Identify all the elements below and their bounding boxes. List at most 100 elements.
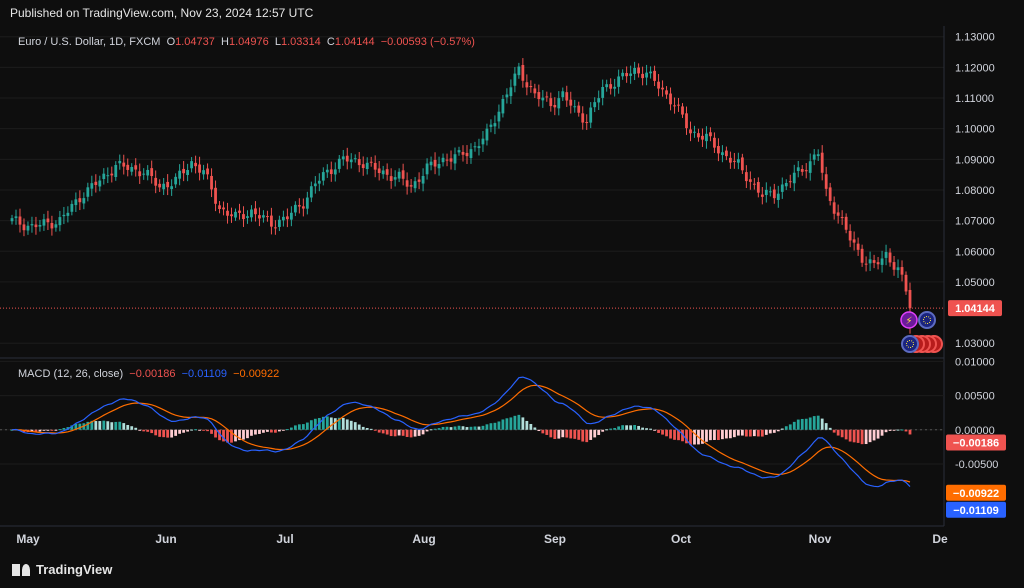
price-axis-tick-label: 1.06000 xyxy=(955,246,995,258)
candle-body xyxy=(18,216,22,225)
candle-body xyxy=(896,267,900,271)
candle-body xyxy=(82,198,86,204)
macd-histogram-bar xyxy=(74,423,78,430)
macd-histogram-bar xyxy=(721,429,724,440)
candle-body xyxy=(752,183,756,185)
macd-histogram-bar xyxy=(373,429,377,431)
candle-body xyxy=(365,162,369,170)
candle-body xyxy=(605,84,609,88)
macd-histogram-bar xyxy=(46,429,50,431)
published-caption: Published on TradingView.com, Nov 23, 20… xyxy=(10,6,314,20)
candle-body xyxy=(593,102,597,108)
price-axis-tick-label: 1.13000 xyxy=(955,32,995,44)
candle-body xyxy=(517,66,521,76)
candle-body xyxy=(485,128,489,141)
macd-signal-line xyxy=(11,384,911,483)
candle-body xyxy=(198,164,201,173)
macd-histogram-bar xyxy=(868,429,872,443)
candle-body xyxy=(561,91,565,98)
macd-histogram-bar xyxy=(669,429,672,439)
macd-histogram-bar xyxy=(677,429,680,441)
candle-body xyxy=(573,106,577,108)
candle-body xyxy=(38,225,42,227)
macd-histogram-bar xyxy=(872,429,876,441)
macd-histogram-bar xyxy=(705,429,708,442)
candle-body xyxy=(565,92,569,101)
candle-body xyxy=(812,154,816,160)
time-axis-tick-label: Jun xyxy=(155,532,176,546)
open-value: 1.04737 xyxy=(175,36,215,48)
macd-histogram-bar xyxy=(477,426,481,430)
macd-histogram-bar xyxy=(297,424,301,430)
macd-histogram-bar xyxy=(752,429,756,437)
candle-body xyxy=(126,164,130,170)
candle-body xyxy=(110,173,114,176)
macd-histogram-bar xyxy=(621,425,625,430)
candle-body xyxy=(429,161,433,166)
candle-body xyxy=(421,175,425,184)
macd-histogram-bar xyxy=(50,429,54,431)
macd-histogram-bar xyxy=(425,429,429,432)
macd-histogram-bar xyxy=(625,425,629,430)
macd-histogram-bar xyxy=(309,420,313,430)
candle-body xyxy=(780,184,784,192)
time-axis-tick-label: Oct xyxy=(671,532,691,546)
macd-histogram-bar xyxy=(617,426,621,430)
high-value: 1.04976 xyxy=(228,36,269,48)
macd-histogram-bar xyxy=(357,424,361,430)
macd-histogram-bar xyxy=(341,417,345,430)
macd-histogram-bar xyxy=(250,429,253,436)
macd-histogram-bar xyxy=(449,427,453,430)
macd-histogram-bar xyxy=(325,416,329,430)
macd-histogram-bar xyxy=(856,429,860,443)
candle-body xyxy=(313,183,317,187)
candle-body xyxy=(764,189,768,196)
macd-histogram-bar xyxy=(525,420,529,430)
macd-histogram-bar xyxy=(293,425,297,430)
candle-body xyxy=(840,217,844,219)
candle-body xyxy=(385,169,389,175)
eu-flag-stars xyxy=(923,316,931,324)
candle-body xyxy=(361,164,365,169)
price-axis-tick-label: 1.09000 xyxy=(955,154,995,166)
price-axis-tick-label: 1.11000 xyxy=(955,93,994,105)
tradingview-logo[interactable]: TradingView xyxy=(12,562,112,577)
macd-histogram-bar xyxy=(876,429,880,439)
macd-line xyxy=(11,376,911,488)
macd-histogram-bar xyxy=(194,429,197,431)
macd-histogram-bar xyxy=(349,420,353,430)
candle-body xyxy=(166,181,170,188)
macd-histogram-bar xyxy=(445,426,449,430)
candle-body xyxy=(258,215,261,219)
candle-body xyxy=(353,158,357,160)
candle-body xyxy=(685,113,688,129)
candle-body xyxy=(337,158,341,169)
candle-body xyxy=(633,67,637,74)
candle-body xyxy=(537,92,541,100)
macd-histogram-bar xyxy=(162,429,166,438)
macd-histogram-bar xyxy=(808,417,812,430)
candle-body xyxy=(709,132,712,137)
candle-body xyxy=(246,216,249,218)
macd-histogram-bar xyxy=(441,426,445,430)
macd-histogram-bar xyxy=(437,428,441,430)
macd-histogram-bar xyxy=(98,421,102,430)
candle-body xyxy=(533,88,537,94)
macd-histogram-bar xyxy=(836,429,840,436)
candle-body xyxy=(597,98,601,103)
candle-body xyxy=(389,176,393,181)
macd-histogram-bar xyxy=(397,429,401,436)
macd-histogram-bar xyxy=(178,429,182,434)
macd-histogram-bar xyxy=(748,429,752,437)
time-axis-tick-label: Nov xyxy=(809,532,832,546)
eu-flag-stars xyxy=(906,340,914,348)
macd-histogram-bar xyxy=(313,418,317,430)
macd-histogram-bar xyxy=(485,424,489,430)
macd-histogram-bar xyxy=(892,429,896,431)
low-label: L xyxy=(274,36,281,48)
macd-histogram-bar xyxy=(597,429,601,435)
macd-histogram-bar xyxy=(513,415,517,430)
macd-histogram-bar xyxy=(792,421,796,430)
candle-body xyxy=(266,216,269,218)
